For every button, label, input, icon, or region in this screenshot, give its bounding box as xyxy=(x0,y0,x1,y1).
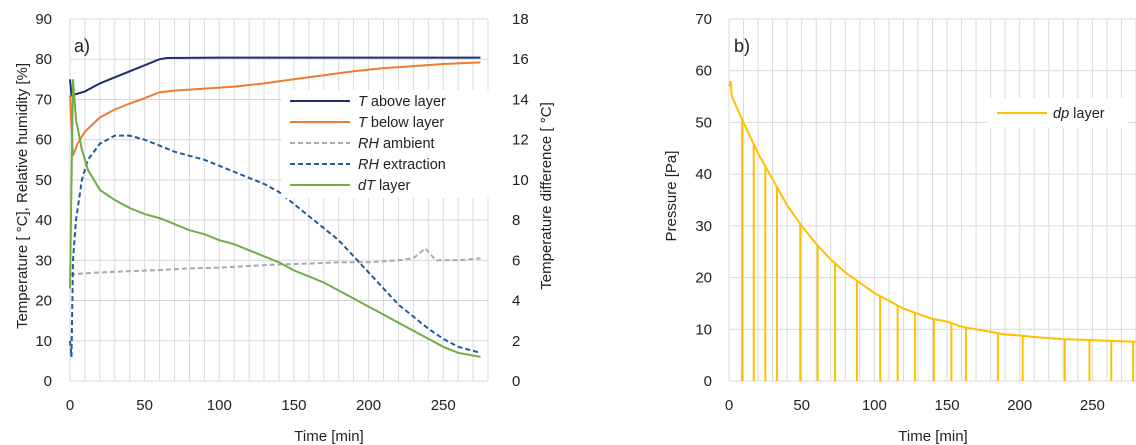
panel-b-series-line xyxy=(728,80,1136,343)
panel-a-legend-label-rest: extraction xyxy=(379,157,446,173)
panel-a-y-tick-label-left: 40 xyxy=(35,212,52,229)
panel-a-x-tick-label: 100 xyxy=(207,397,232,414)
panel-b-y-tick-label: 70 xyxy=(695,11,712,28)
panel-b-legend: dp layer xyxy=(988,98,1128,128)
panel-b-y-tick-label: 40 xyxy=(695,166,712,183)
panel-a-legend-label-italic: RH xyxy=(358,136,379,152)
panel-a-y-tick-label-left: 70 xyxy=(35,91,52,108)
panel-a-y-axis-label-left: Temperature [ °C], Relative humidity [%] xyxy=(14,63,31,329)
panel-a-y-tick-label-right: 0 xyxy=(512,373,520,390)
panel-a-legend-label-4: RH extraction xyxy=(358,157,446,173)
panel-b-label: b) xyxy=(734,36,750,56)
panel-b-y-tick-label: 10 xyxy=(695,321,712,338)
panel-a: 0 50 100 150 200 250 0 10 20 30 40 50 60 70 80 90 0 2 4 6 8 1… xyxy=(14,11,555,445)
panel-b-x-tick-label: 200 xyxy=(1007,397,1032,414)
panel-a-x-tick-label: 200 xyxy=(356,397,381,414)
panel-a-y-tick-label-right: 2 xyxy=(512,333,520,350)
panel-a-series-line-2 xyxy=(69,61,481,157)
panel-b-y-tick-label: 60 xyxy=(695,63,712,80)
panel-b-y-axis-label: Pressure [Pa] xyxy=(663,151,680,242)
panel-b-ticks: 0 50 100 150 200 250 0 10 20 30 40 50 60 70 xyxy=(695,11,1105,414)
panel-a-legend-label-1: T above layer xyxy=(358,94,446,110)
panel-a-y-tick-label-right: 6 xyxy=(512,252,520,269)
panel-a-y-tick-label-left: 80 xyxy=(35,51,52,68)
panel-a-y-tick-label-right: 14 xyxy=(512,91,529,108)
panel-b-x-tick-label: 150 xyxy=(935,397,960,414)
panel-a-legend-label-2: T below layer xyxy=(358,115,444,131)
panel-a-legend-label-italic: T xyxy=(358,115,368,131)
panel-a-y-axis-label-right: Temperature difference [ °C] xyxy=(538,102,555,289)
panel-a-label: a) xyxy=(74,36,90,56)
panel-a-legend-label-rest: above layer xyxy=(367,94,446,110)
panel-b-grid xyxy=(728,18,1136,382)
panel-b-y-tick-label: 50 xyxy=(695,114,712,131)
panel-a-y-tick-label-right: 10 xyxy=(512,172,529,189)
panel-b: 0 50 100 150 200 250 0 10 20 30 40 50 60 70 b) Time [… xyxy=(663,11,1136,445)
panel-a-legend-label-italic: dT xyxy=(358,178,376,194)
panel-a-y-tick-label-left: 20 xyxy=(35,293,52,310)
panel-a-x-tick-label: 250 xyxy=(431,397,456,414)
panel-a-series-line-3 xyxy=(69,246,481,276)
panel-a-legend-box xyxy=(282,90,508,198)
panel-b-y-tick-label: 20 xyxy=(695,270,712,287)
panel-a-y-tick-label-left: 60 xyxy=(35,132,52,149)
panel-b-legend-label: dp layer xyxy=(1053,106,1105,122)
panel-a-legend-label-3: RH ambient xyxy=(358,136,435,152)
panel-a-y-tick-label-left: 90 xyxy=(35,11,52,28)
panel-a-y-tick-label-right: 12 xyxy=(512,132,529,149)
panel-b-legend-label-italic: dp xyxy=(1053,106,1069,122)
panel-a-series xyxy=(69,56,481,358)
panel-a-series-line-5 xyxy=(69,79,481,358)
panel-a-legend-label-5: dT layer xyxy=(358,178,411,194)
panel-b-y-tick-label: 0 xyxy=(704,373,712,390)
panel-a-ticks: 0 50 100 150 200 250 0 10 20 30 40 50 60 70 80 90 0 2 4 6 8 1… xyxy=(35,11,528,414)
panel-b-x-tick-label: 100 xyxy=(862,397,887,414)
panel-a-legend-label-italic: T xyxy=(358,94,368,110)
panel-a-x-axis-label: Time [min] xyxy=(294,428,363,445)
panel-a-legend-label-rest: layer xyxy=(375,178,411,194)
panel-b-x-axis-label: Time [min] xyxy=(898,428,967,445)
panel-b-x-tick-label: 0 xyxy=(725,397,733,414)
panel-b-y-tick-label: 30 xyxy=(695,218,712,235)
panel-a-series-line-1 xyxy=(69,56,481,97)
panel-b-legend-label-rest: layer xyxy=(1069,106,1105,122)
panel-b-x-tick-label: 250 xyxy=(1080,397,1105,414)
panel-a-y-tick-label-right: 8 xyxy=(512,212,520,229)
panel-a-legend-label-rest: ambient xyxy=(379,136,435,152)
panel-a-legend-label-rest: below layer xyxy=(367,115,445,131)
panel-a-series-line-4 xyxy=(69,134,481,357)
panel-a-grid xyxy=(69,18,489,382)
panel-a-x-tick-label: 150 xyxy=(281,397,306,414)
panel-a-y-tick-label-left: 10 xyxy=(35,333,52,350)
panel-a-x-tick-label: 50 xyxy=(136,397,153,414)
panel-a-x-tick-label: 0 xyxy=(66,397,74,414)
panel-a-y-tick-label-left: 30 xyxy=(35,252,52,269)
panel-a-y-tick-label-right: 16 xyxy=(512,51,529,68)
panel-b-series xyxy=(728,80,1136,381)
panel-a-y-tick-label-left: 50 xyxy=(35,172,52,189)
panel-a-y-tick-label-left: 0 xyxy=(44,373,52,390)
panel-a-y-tick-label-right: 4 xyxy=(512,293,520,310)
panel-a-y-tick-label-right: 18 xyxy=(512,11,529,28)
panel-a-legend-label-italic: RH xyxy=(358,157,379,173)
panel-b-x-tick-label: 50 xyxy=(793,397,810,414)
